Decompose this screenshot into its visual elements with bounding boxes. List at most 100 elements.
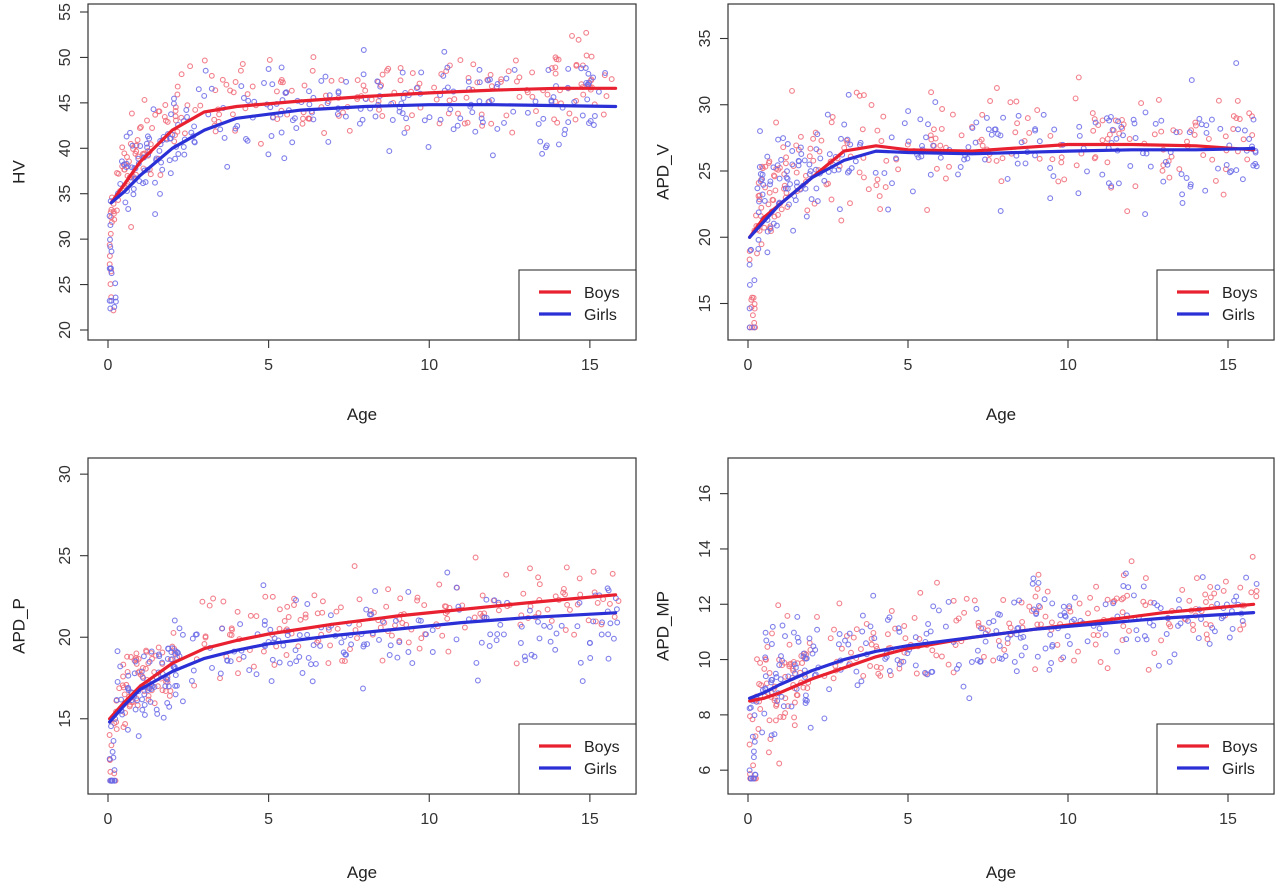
point-boys xyxy=(985,157,992,163)
point-girls xyxy=(209,664,215,671)
point-girls xyxy=(1066,603,1073,610)
point-girls xyxy=(757,128,763,135)
point-girls xyxy=(1206,640,1213,647)
x-tick-label: 0 xyxy=(744,811,753,828)
point-girls xyxy=(518,623,525,630)
point-boys xyxy=(1099,137,1106,144)
point-boys xyxy=(445,648,452,655)
point-boys xyxy=(107,281,114,288)
point-girls xyxy=(983,114,990,121)
point-girls xyxy=(776,662,783,668)
point-boys xyxy=(202,634,209,641)
point-boys xyxy=(281,618,288,624)
point-boys xyxy=(781,182,788,189)
point-girls xyxy=(783,174,790,181)
point-girls xyxy=(767,181,773,188)
point-girls xyxy=(444,569,451,576)
point-girls xyxy=(501,119,507,126)
point-boys xyxy=(825,180,831,187)
point-girls xyxy=(1195,635,1202,642)
x-tick-label: 10 xyxy=(420,357,438,374)
point-boys xyxy=(529,93,536,100)
point-girls xyxy=(1000,114,1007,121)
point-boys xyxy=(1192,122,1199,129)
point-girls xyxy=(125,684,132,691)
point-girls xyxy=(400,95,407,101)
point-boys xyxy=(1104,135,1111,142)
point-girls xyxy=(748,246,754,253)
point-boys xyxy=(464,119,471,126)
point-girls xyxy=(768,641,775,647)
point-girls xyxy=(1071,594,1078,601)
point-boys xyxy=(162,117,169,124)
point-boys xyxy=(1151,131,1158,138)
point-girls xyxy=(166,157,173,164)
point-girls xyxy=(168,656,175,663)
point-boys xyxy=(122,721,129,727)
point-girls xyxy=(784,185,791,192)
plot-frame xyxy=(727,3,1275,341)
point-girls xyxy=(169,645,176,652)
point-girls xyxy=(1141,633,1148,640)
point-boys xyxy=(302,611,309,618)
point-girls xyxy=(221,134,228,141)
point-girls xyxy=(1239,176,1246,183)
point-boys xyxy=(119,682,126,689)
point-girls xyxy=(526,607,533,614)
point-girls xyxy=(749,733,756,740)
point-boys xyxy=(141,96,148,103)
point-girls xyxy=(912,662,919,669)
point-girls xyxy=(579,678,586,685)
point-girls xyxy=(112,294,119,301)
point-girls xyxy=(763,637,770,644)
x-axis-label: Age xyxy=(347,405,377,424)
x-tick-label: 15 xyxy=(581,811,599,828)
point-girls xyxy=(968,659,975,665)
point-girls xyxy=(172,672,179,679)
point-boys xyxy=(594,599,601,606)
point-boys xyxy=(1165,158,1172,165)
point-boys xyxy=(1006,620,1013,627)
point-girls xyxy=(1196,115,1203,122)
point-girls xyxy=(164,655,171,662)
point-boys xyxy=(857,646,864,653)
point-girls xyxy=(299,670,306,676)
point-girls xyxy=(746,767,753,774)
point-boys xyxy=(878,138,885,144)
point-boys xyxy=(236,656,243,663)
point-boys xyxy=(288,87,295,94)
point-boys xyxy=(310,54,317,61)
point-boys xyxy=(212,128,219,135)
legend-box xyxy=(518,723,637,795)
point-girls xyxy=(510,108,517,115)
point-boys xyxy=(946,163,952,170)
point-girls xyxy=(772,670,779,677)
point-boys xyxy=(782,695,789,702)
point-girls xyxy=(478,639,485,646)
point-girls xyxy=(1032,126,1039,133)
point-boys xyxy=(1075,648,1081,655)
point-boys xyxy=(1189,621,1196,628)
point-girls xyxy=(764,153,771,160)
point-boys xyxy=(1249,132,1256,139)
point-boys xyxy=(443,603,449,610)
point-girls xyxy=(193,631,200,638)
point-girls xyxy=(1015,112,1022,119)
point-girls xyxy=(1016,597,1023,604)
point-girls xyxy=(755,209,762,216)
point-girls xyxy=(1107,113,1114,120)
point-boys xyxy=(928,89,935,96)
point-boys xyxy=(234,608,241,615)
point-girls xyxy=(335,88,342,95)
point-girls xyxy=(157,190,163,197)
point-girls xyxy=(172,682,179,689)
point-boys xyxy=(573,62,580,69)
point-girls xyxy=(140,674,147,681)
point-boys xyxy=(1042,613,1049,620)
y-tick-label: 25 xyxy=(57,276,74,294)
point-girls xyxy=(1250,162,1257,169)
point-boys xyxy=(572,116,579,123)
point-boys xyxy=(1012,129,1019,136)
point-girls xyxy=(208,85,215,92)
point-boys xyxy=(1202,621,1209,628)
